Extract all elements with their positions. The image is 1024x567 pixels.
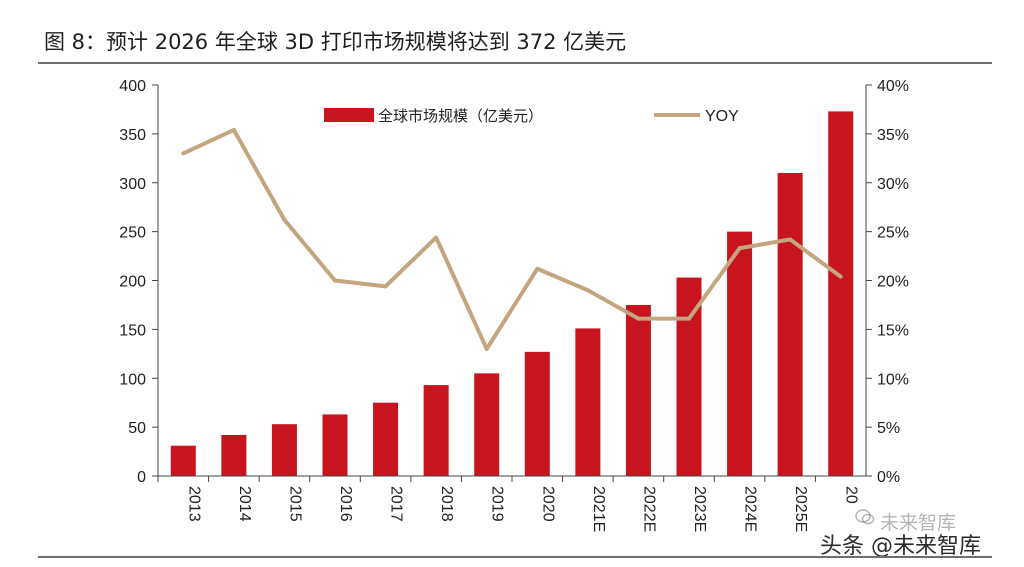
yoy-point — [788, 237, 793, 242]
x-tick-label: 20 — [843, 486, 860, 504]
left-tick-label: 400 — [119, 78, 146, 95]
right-tick-label: 25% — [877, 225, 909, 242]
yoy-point — [282, 217, 287, 222]
left-tick-label: 250 — [119, 225, 146, 242]
right-tick-label: 10% — [877, 371, 909, 388]
bar — [575, 328, 601, 476]
x-tick-label: 2015 — [286, 486, 303, 522]
watermark-logo-text: 未来智库 — [880, 512, 957, 534]
x-tick-label: 2024E — [742, 486, 759, 532]
x-tick-label: 2016 — [337, 486, 354, 522]
legend-line-label: YOY — [705, 108, 739, 125]
x-tick-label: 2017 — [388, 486, 405, 522]
left-tick-label: 150 — [119, 322, 146, 339]
right-tick-label: 40% — [877, 78, 909, 95]
yoy-point — [434, 235, 439, 240]
x-tick-label: 2025E — [792, 486, 809, 532]
yoy-point — [535, 266, 540, 271]
left-tick-label: 50 — [128, 420, 146, 437]
right-axis: 0% 5% 10% 15% 20% 25% 30% 35% 40% — [865, 78, 909, 486]
bar — [170, 445, 196, 476]
yoy-point — [585, 288, 590, 293]
right-tick-label: 30% — [877, 176, 909, 193]
left-tick-label: 0 — [137, 469, 146, 486]
yoy-point — [687, 316, 691, 321]
bar — [474, 373, 500, 476]
right-tick-label: 20% — [877, 274, 909, 291]
x-tick-label: 2020 — [539, 486, 556, 522]
bar — [676, 277, 702, 476]
yoy-line-series — [181, 127, 843, 351]
yoy-point — [181, 151, 186, 156]
bar — [524, 351, 550, 476]
bar — [221, 434, 247, 476]
bottom-divider — [38, 556, 992, 558]
left-axis: 0 50 100 150 200 250 300 350 400 — [119, 78, 159, 486]
x-axis: 2013 2014 2015 2016 2017 2018 2019 2020 2021E 202… — [157, 475, 866, 532]
x-tick-label: 2014 — [236, 486, 253, 522]
left-tick-label: 200 — [119, 274, 146, 291]
watermark-source-text: 头条 @未来智库 — [820, 534, 981, 559]
yoy-point — [231, 127, 236, 132]
right-tick-label: 5% — [877, 420, 900, 437]
legend-bar-swatch — [324, 108, 374, 122]
left-tick-label: 100 — [119, 371, 146, 388]
wechat-icon — [855, 507, 875, 527]
bar — [271, 424, 297, 476]
bar — [625, 304, 651, 476]
left-tick-label: 300 — [119, 176, 146, 193]
x-tick-label: 2019 — [489, 486, 506, 522]
x-tick-label: 2018 — [438, 486, 455, 522]
yoy-point — [636, 316, 641, 321]
yoy-point — [737, 246, 742, 251]
yoy-line-path — [182, 127, 842, 351]
top-divider — [38, 62, 992, 64]
right-tick-label: 0% — [877, 469, 900, 486]
yoy-point — [838, 274, 843, 279]
figure-title: 图 8：预计 2026 年全球 3D 打印市场规模将达到 372 亿美元 — [44, 30, 627, 54]
yoy-point — [383, 284, 388, 289]
bar-series — [170, 111, 854, 476]
right-tick-label: 15% — [877, 322, 909, 339]
bar — [423, 385, 449, 476]
left-tick-label: 350 — [119, 127, 146, 144]
bar — [777, 172, 803, 476]
legend: 全球市场规模（亿美元） YOY — [324, 107, 739, 125]
legend-bar-label: 全球市场规模（亿美元） — [378, 107, 543, 125]
yoy-point — [333, 278, 337, 283]
x-tick-label: 2013 — [185, 486, 202, 522]
yoy-point — [484, 346, 489, 351]
x-tick-label: 2021E — [590, 486, 607, 532]
bar — [373, 402, 399, 476]
x-tick-label: 2023E — [691, 486, 708, 532]
bar — [727, 231, 753, 476]
right-tick-label: 35% — [877, 127, 909, 144]
x-tick-label: 2022E — [640, 486, 657, 532]
bar — [322, 414, 348, 476]
bar — [828, 111, 854, 476]
